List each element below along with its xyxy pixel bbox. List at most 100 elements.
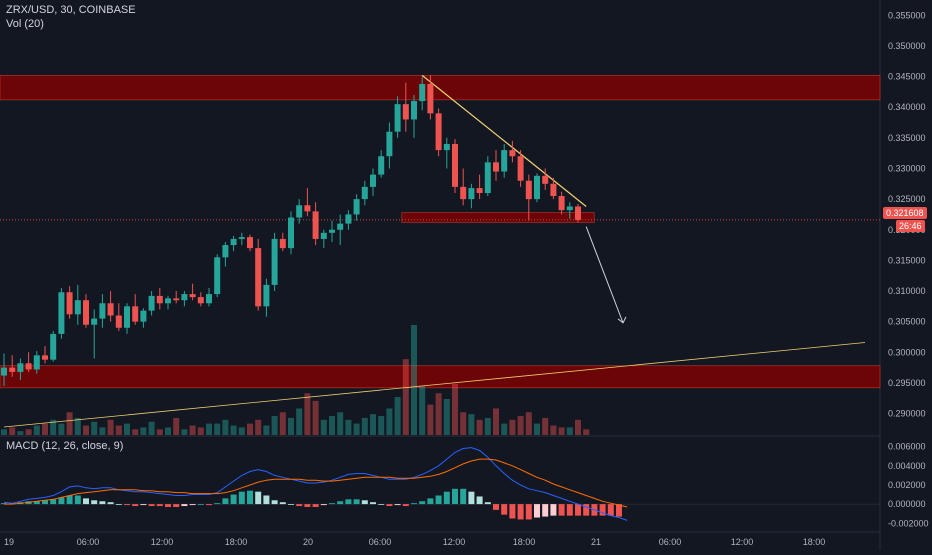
candle-body (83, 300, 89, 325)
price-tick-label: 0.295000 (888, 378, 926, 388)
macd-histogram-bar (148, 504, 155, 507)
price-tick-label: 0.330000 (888, 163, 926, 173)
candle-body (197, 297, 204, 304)
candle-body (66, 292, 73, 315)
macd-histogram-bar (304, 504, 311, 507)
projection-arrowhead (617, 316, 627, 324)
candle-body (42, 355, 48, 360)
macd-histogram-bar (132, 504, 139, 507)
volume-bar (542, 417, 549, 435)
macd-label: MACD (12, 26, close, 9) (6, 440, 124, 452)
volume-bar (107, 419, 114, 435)
volume-bar (181, 429, 188, 435)
time-tick-label: 20 (303, 537, 313, 547)
candle-body (17, 363, 24, 372)
zone-resistance (0, 75, 881, 101)
macd-histogram-bar (165, 504, 171, 507)
candle-body (550, 183, 557, 197)
volume-bar (165, 427, 171, 435)
volume-bar (402, 359, 409, 435)
candle-body (427, 83, 434, 114)
volume-bar (427, 404, 434, 435)
price-tick-label: 0.325000 (888, 194, 926, 204)
candle-body (288, 217, 294, 249)
macd-histogram-bar (337, 501, 344, 505)
volume-bar (74, 417, 81, 435)
macd-histogram-bar (320, 504, 327, 506)
candle-body (435, 113, 442, 151)
projection-arrow (585, 226, 624, 324)
macd-histogram-bar (115, 504, 122, 505)
candle-body (50, 333, 57, 360)
volume-bar (550, 425, 557, 435)
time-tick-label: 19 (4, 537, 14, 547)
volume-bar (517, 416, 524, 435)
macd-histogram-bar (288, 504, 294, 505)
volume-bar (566, 427, 573, 435)
macd-histogram-bar (443, 491, 450, 505)
macd-histogram-bar (542, 504, 549, 517)
signal-line (4, 458, 628, 508)
candle-body (452, 143, 458, 187)
volume-bar (320, 419, 327, 435)
zone-neckline (401, 212, 595, 223)
volume-bar (288, 417, 294, 435)
candle-body (132, 306, 139, 322)
macd-line (3, 447, 628, 521)
macd-histogram-bar (616, 504, 622, 517)
candle-body (394, 104, 401, 132)
macd-histogram-bar (607, 504, 614, 516)
macd-histogram-bar (493, 504, 499, 510)
candle-body (337, 223, 344, 230)
volume-bar (370, 414, 376, 435)
time-tick-label: 12:00 (151, 537, 174, 547)
macd-histogram-bar (435, 495, 442, 505)
time-tick-label: 12:00 (731, 537, 754, 547)
price-tick-label: 0.355000 (888, 10, 926, 20)
candle-body (173, 298, 180, 301)
candle-body (181, 294, 188, 301)
macd-histogram-bar (255, 491, 262, 505)
candle-body (206, 294, 212, 304)
volume-bar (156, 429, 163, 435)
candle-body (386, 131, 393, 157)
macd-histogram-bar (124, 504, 130, 506)
volume-bar (222, 419, 229, 435)
volume-bar (42, 423, 48, 435)
candle-body (140, 310, 147, 322)
price-tick-label: 0.310000 (888, 286, 926, 296)
volume-bar (9, 427, 16, 435)
candle-body (247, 237, 253, 249)
candle-body (271, 238, 278, 285)
candle-body (370, 174, 376, 187)
time-tick-label: 06:00 (369, 537, 392, 547)
candle-body (345, 214, 352, 224)
macd-histogram-bar (402, 504, 409, 507)
candle-body (493, 162, 499, 172)
candle-body (558, 196, 565, 211)
candle-body (25, 363, 32, 370)
candle-body (189, 294, 196, 298)
macd-histogram-bar (91, 500, 98, 505)
volume-bar (148, 421, 155, 435)
volume-bar (460, 412, 467, 435)
candle-body (329, 229, 335, 233)
volume-bar (255, 419, 262, 435)
volume-bar (206, 423, 212, 435)
candle-body (91, 318, 98, 325)
candle-body (353, 199, 360, 215)
candle-body (575, 206, 581, 220)
macd-histogram-bar (370, 502, 376, 505)
volume-bar (525, 412, 532, 435)
macd-tick-label: 0.000000 (888, 499, 926, 509)
macd-histogram-bar (83, 498, 89, 505)
symbol-title: ZRX/USD, 30, COINBASE (6, 4, 136, 16)
candle-body (484, 162, 491, 193)
candle-body (124, 306, 130, 328)
volume-bar (419, 385, 426, 435)
candle-body (304, 205, 311, 212)
candle-body (115, 315, 122, 328)
macd-histogram-bar (329, 503, 335, 505)
candle-body (1, 367, 7, 376)
candle-body (476, 188, 483, 193)
